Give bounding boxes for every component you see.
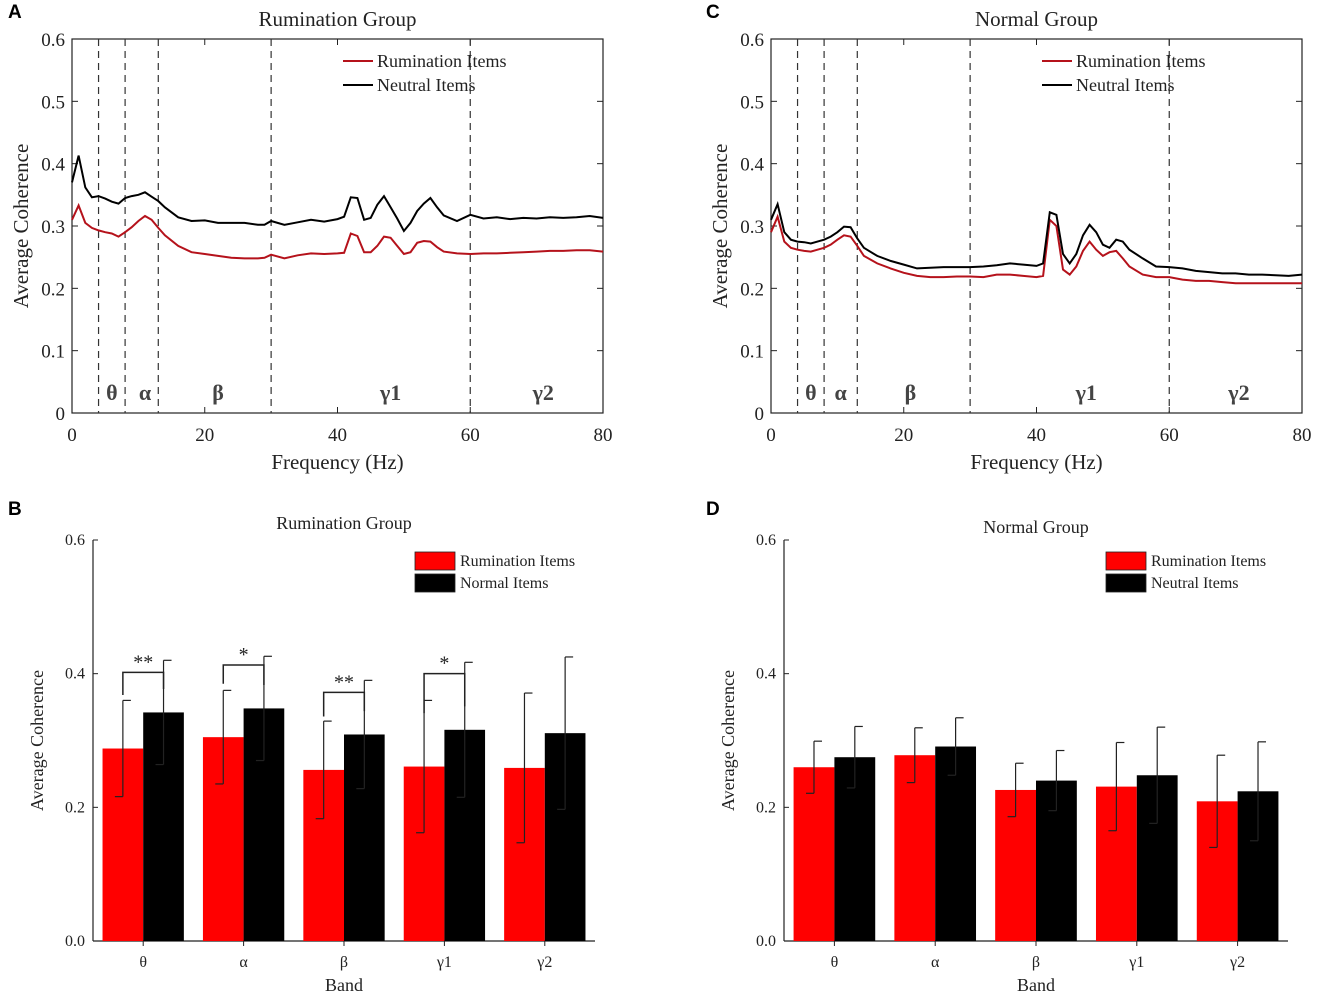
y-tick-label-b: 0.4 bbox=[65, 666, 85, 683]
y-tick-label-b: 0.6 bbox=[65, 532, 85, 549]
x-tick-label-c: 0 bbox=[766, 425, 776, 446]
band-label-a: θ bbox=[106, 380, 117, 405]
x-tick-label-b: θ bbox=[139, 954, 147, 971]
panel-label-a: A bbox=[8, 2, 22, 23]
x-axis-title-c: Frequency (Hz) bbox=[970, 450, 1102, 474]
y-axis-title-c: Average Coherence bbox=[708, 144, 732, 309]
panel-label-b: B bbox=[8, 499, 22, 520]
x-tick-label-d: β bbox=[1032, 954, 1040, 971]
significance-bracket-b bbox=[423, 672, 466, 714]
y-tick-label-d: 0.2 bbox=[756, 799, 776, 816]
y-tick-label-c: 0 bbox=[755, 404, 765, 425]
significance-bracket-b bbox=[122, 671, 165, 696]
y-tick-label-c: 0.2 bbox=[740, 279, 764, 300]
y-tick-label-a: 0.3 bbox=[41, 217, 65, 238]
chart-title-a: Rumination Group bbox=[258, 7, 416, 31]
y-tick-label-a: 0.2 bbox=[41, 279, 65, 300]
legend-label-a: Neutral Items bbox=[377, 75, 475, 95]
series-line-neutral-c bbox=[770, 201, 1303, 277]
y-tick-label-c: 0.1 bbox=[740, 342, 764, 363]
y-axis-title-d: Average Coherence bbox=[718, 670, 738, 811]
y-tick-label-c: 0.5 bbox=[740, 92, 764, 113]
series-line-rumination-a bbox=[71, 202, 604, 260]
chart-title-c: Normal Group bbox=[975, 7, 1098, 31]
series-line-neutral-a bbox=[71, 155, 604, 233]
x-tick-label-a: 40 bbox=[328, 425, 347, 446]
band-label-a: γ2 bbox=[532, 380, 554, 405]
x-tick-label-b: α bbox=[239, 954, 248, 971]
y-tick-label-b: 0.2 bbox=[65, 799, 85, 816]
x-tick-label-d: θ bbox=[831, 954, 839, 971]
plot-frame-c bbox=[770, 38, 1303, 414]
chart-title-b: Rumination Group bbox=[276, 513, 412, 533]
x-tick-label-d: α bbox=[931, 954, 940, 971]
y-tick-label-d: 0.4 bbox=[756, 666, 776, 683]
x-axis-title-d: Band bbox=[1017, 975, 1055, 995]
legend-swatch-d bbox=[1105, 573, 1147, 593]
x-tick-label-a: 20 bbox=[195, 425, 214, 446]
legend-label-b: Rumination Items bbox=[460, 553, 575, 570]
x-tick-label-b: γ2 bbox=[536, 954, 552, 971]
bar-rumination-d bbox=[793, 767, 835, 941]
y-tick-label-a: 0 bbox=[56, 404, 66, 425]
x-tick-label-c: 60 bbox=[1160, 425, 1179, 446]
x-axis-title-a: Frequency (Hz) bbox=[271, 450, 403, 474]
legend-swatch-d bbox=[1105, 551, 1147, 571]
x-tick-label-b: γ1 bbox=[436, 954, 452, 971]
x-tick-label-d: γ1 bbox=[1128, 954, 1144, 971]
band-label-c: β bbox=[905, 380, 917, 405]
band-label-c: γ1 bbox=[1075, 380, 1097, 405]
plot-frame-a bbox=[71, 38, 604, 414]
legend-swatch-b bbox=[414, 551, 456, 571]
bar-rumination-d bbox=[894, 755, 936, 941]
significance-bracket-b bbox=[322, 691, 366, 717]
y-tick-label-d: 0.0 bbox=[756, 933, 776, 950]
chart-title-d: Normal Group bbox=[983, 517, 1088, 537]
x-tick-label-c: 20 bbox=[894, 425, 913, 446]
band-label-c: α bbox=[835, 380, 848, 405]
x-tick-label-c: 40 bbox=[1027, 425, 1046, 446]
legend-label-d: Rumination Items bbox=[1151, 553, 1266, 570]
y-tick-label-c: 0.4 bbox=[740, 155, 764, 176]
band-label-a: β bbox=[212, 380, 224, 405]
x-tick-label-b: β bbox=[340, 954, 348, 971]
x-tick-label-d: γ2 bbox=[1229, 954, 1245, 971]
y-tick-label-a: 0.4 bbox=[41, 155, 65, 176]
x-axis-title-b: Band bbox=[325, 975, 363, 995]
band-label-a: γ1 bbox=[379, 380, 401, 405]
y-tick-label-c: 0.3 bbox=[740, 217, 764, 238]
y-tick-label-a: 0.5 bbox=[41, 92, 65, 113]
band-label-c: γ2 bbox=[1227, 380, 1249, 405]
legend-label-b: Normal Items bbox=[460, 575, 548, 592]
x-tick-label-a: 80 bbox=[594, 425, 613, 446]
y-tick-label-d: 0.6 bbox=[756, 532, 776, 549]
legend-label-c: Rumination Items bbox=[1076, 51, 1206, 71]
y-tick-label-a: 0.6 bbox=[41, 30, 65, 51]
significance-label-b: * bbox=[239, 644, 249, 666]
significance-bracket-b bbox=[222, 664, 265, 686]
legend-label-a: Rumination Items bbox=[377, 51, 507, 71]
x-tick-label-a: 0 bbox=[67, 425, 77, 446]
legend-swatch-b bbox=[414, 573, 456, 593]
significance-label-b: ** bbox=[334, 671, 354, 693]
x-tick-label-c: 80 bbox=[1293, 425, 1312, 446]
y-axis-title-b: Average Coherence bbox=[27, 670, 47, 811]
significance-label-b: ** bbox=[133, 651, 153, 673]
band-label-a: α bbox=[139, 380, 152, 405]
series-line-rumination-c bbox=[770, 213, 1302, 285]
y-tick-label-b: 0.0 bbox=[65, 933, 85, 950]
x-tick-label-a: 60 bbox=[461, 425, 480, 446]
bar-comparison-d bbox=[935, 746, 977, 941]
y-tick-label-a: 0.1 bbox=[41, 342, 65, 363]
y-axis-title-a: Average Coherence bbox=[9, 144, 33, 309]
legend-label-c: Neutral Items bbox=[1076, 75, 1174, 95]
significance-label-b: * bbox=[439, 653, 449, 675]
y-tick-label-c: 0.6 bbox=[740, 30, 764, 51]
band-label-c: θ bbox=[805, 380, 816, 405]
panel-label-c: C bbox=[706, 2, 720, 23]
panel-label-d: D bbox=[706, 499, 720, 520]
legend-label-d: Neutral Items bbox=[1151, 575, 1239, 592]
